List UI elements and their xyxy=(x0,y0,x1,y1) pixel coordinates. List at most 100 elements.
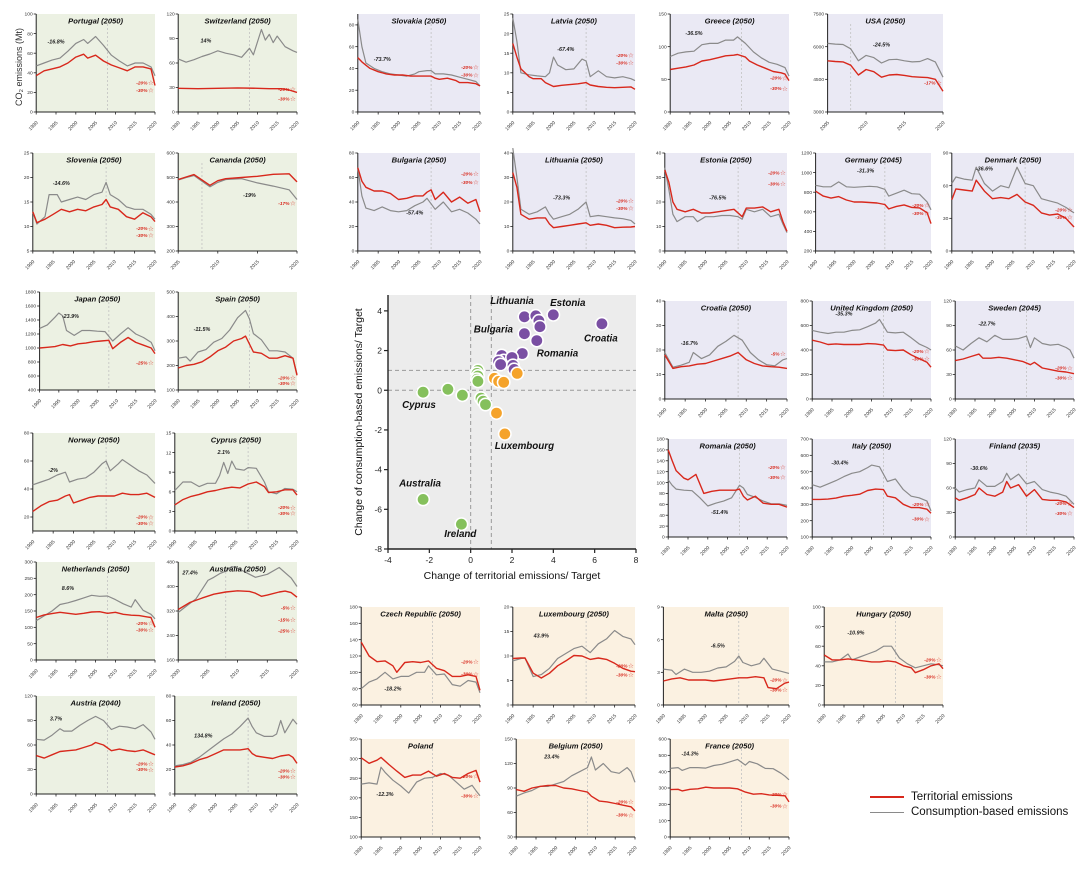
svg-text:2000: 2000 xyxy=(392,845,404,857)
mini-chart: 0 10 20 30 40 1990 1995 2000 2005 2010 2015 2020 Est… xyxy=(656,151,791,271)
country-dot-mixed xyxy=(489,406,504,421)
change-annotation: 8.6% xyxy=(62,586,74,592)
target-star-icon: ☆ xyxy=(473,774,479,781)
target-label: -25% xyxy=(136,360,148,366)
scatter-plot: -4 -2 0 2 4 6 8 -8 -6 -4 -2 0 2 4 Lithuania Estonia Bulg… xyxy=(352,283,644,595)
target-label: -30% xyxy=(768,181,780,187)
legend-label-consumption: Consumption-based emissions xyxy=(911,806,1069,818)
change-annotation: 2.1% xyxy=(217,450,230,456)
svg-text:2015: 2015 xyxy=(607,845,619,857)
consumption-line xyxy=(670,758,790,781)
mini-chart: 0 50 100 150 200 250 300 1990 1995 2000 2005 2010 20… xyxy=(25,560,159,680)
svg-text:10: 10 xyxy=(504,224,510,230)
target-star-icon: ☆ xyxy=(148,521,154,528)
svg-text:1990: 1990 xyxy=(662,845,674,857)
plot-background xyxy=(357,153,480,251)
svg-text:2010: 2010 xyxy=(895,713,907,725)
target-star-icon: ☆ xyxy=(924,502,930,509)
country-label: Lithuania xyxy=(490,296,534,307)
svg-text:1995: 1995 xyxy=(525,120,537,132)
svg-text:2010: 2010 xyxy=(229,668,241,680)
target-star-icon: ☆ xyxy=(290,774,296,781)
svg-text:2010: 2010 xyxy=(586,713,598,725)
territorial-line xyxy=(174,481,298,506)
panel-title: Austria (2040) xyxy=(69,699,121,708)
country-label: Luxembourg xyxy=(495,441,554,452)
target-star-icon: ☆ xyxy=(628,812,634,819)
svg-text:200: 200 xyxy=(659,802,667,808)
svg-text:2: 2 xyxy=(377,346,382,356)
svg-text:2020: 2020 xyxy=(288,539,300,551)
target-label: -30% xyxy=(616,206,628,212)
svg-text:90: 90 xyxy=(946,323,952,329)
change-annotation: 14% xyxy=(201,39,212,45)
consumption-line xyxy=(174,460,298,495)
change-annotation: -36.6% xyxy=(976,166,993,172)
svg-text:60: 60 xyxy=(24,459,30,465)
svg-text:2010: 2010 xyxy=(586,120,598,132)
target-label: -30% xyxy=(770,804,782,810)
svg-text:160: 160 xyxy=(657,448,665,454)
svg-text:140: 140 xyxy=(657,458,665,464)
svg-text:80: 80 xyxy=(659,491,665,497)
consumption-line xyxy=(954,334,1075,359)
svg-text:2010: 2010 xyxy=(431,120,443,132)
svg-text:500: 500 xyxy=(801,469,809,475)
consumption-line xyxy=(178,309,298,375)
change-annotation: -18.2% xyxy=(384,686,401,692)
mini-chart: 0 100 200 300 400 500 600 1990 1995 2000 2005 2010 2… xyxy=(659,737,793,857)
svg-text:2010: 2010 xyxy=(249,398,261,410)
svg-text:3000: 3000 xyxy=(813,110,824,116)
panel-finland: 0 30 60 90 120 1990 1995 2000 2005 2010 2015 2020 Fi… xyxy=(937,433,1079,561)
svg-text:2015: 2015 xyxy=(915,713,927,725)
territorial-line xyxy=(663,675,790,690)
change-annotation: -11.5% xyxy=(194,327,211,333)
svg-text:0: 0 xyxy=(946,249,949,255)
mini-chart: 100 200 300 400 500 600 700 1990 1995 2000 2005 201… xyxy=(801,437,935,557)
territorial-line xyxy=(512,43,636,90)
svg-text:2020: 2020 xyxy=(471,713,483,725)
svg-text:20: 20 xyxy=(349,88,355,94)
svg-text:240: 240 xyxy=(167,633,175,639)
svg-text:1995: 1995 xyxy=(527,845,539,857)
territorial-line xyxy=(823,654,944,674)
svg-text:80: 80 xyxy=(166,694,172,700)
svg-text:100: 100 xyxy=(25,12,33,18)
target-label: -20% xyxy=(768,465,780,471)
change-annotation: -73.3% xyxy=(553,196,570,202)
panel-title: Greece (2050) xyxy=(705,17,755,26)
panel-title: Italy (2050) xyxy=(852,442,892,451)
mini-chart: 0 30 60 90 120 1990 1995 2000 2005 2010 2015 2020 Fi… xyxy=(944,437,1078,557)
plot-background xyxy=(812,301,931,399)
svg-text:140: 140 xyxy=(350,637,358,643)
svg-text:2020: 2020 xyxy=(1065,545,1077,557)
svg-text:2010: 2010 xyxy=(209,259,221,271)
svg-text:1995: 1995 xyxy=(681,120,693,132)
plot-background xyxy=(361,739,480,837)
target-label: -15% xyxy=(278,617,290,623)
svg-text:1990: 1990 xyxy=(31,398,43,410)
svg-text:2020: 2020 xyxy=(778,407,790,419)
svg-text:300: 300 xyxy=(167,224,175,230)
target-label: -30% xyxy=(136,521,148,527)
svg-text:500: 500 xyxy=(167,175,175,181)
svg-text:2000: 2000 xyxy=(697,713,709,725)
target-star-icon: ☆ xyxy=(1067,511,1073,518)
svg-text:60: 60 xyxy=(349,44,355,50)
svg-text:2015: 2015 xyxy=(268,802,280,814)
svg-text:2020: 2020 xyxy=(146,259,158,271)
svg-text:320: 320 xyxy=(167,609,175,615)
svg-text:2015: 2015 xyxy=(259,668,271,680)
svg-text:20: 20 xyxy=(24,515,30,521)
svg-text:2000: 2000 xyxy=(701,845,713,857)
svg-text:400: 400 xyxy=(28,388,36,394)
country-label: Ireland xyxy=(444,529,477,540)
plot-background xyxy=(812,439,931,537)
svg-text:1990: 1990 xyxy=(660,545,672,557)
consumption-line xyxy=(35,35,156,76)
mini-chart: 200 300 400 500 600 2005 2010 2015 2020 Cananda (… xyxy=(167,151,301,271)
svg-text:200: 200 xyxy=(804,249,812,255)
plot-background xyxy=(36,696,156,794)
target-label: -20% xyxy=(616,800,628,806)
